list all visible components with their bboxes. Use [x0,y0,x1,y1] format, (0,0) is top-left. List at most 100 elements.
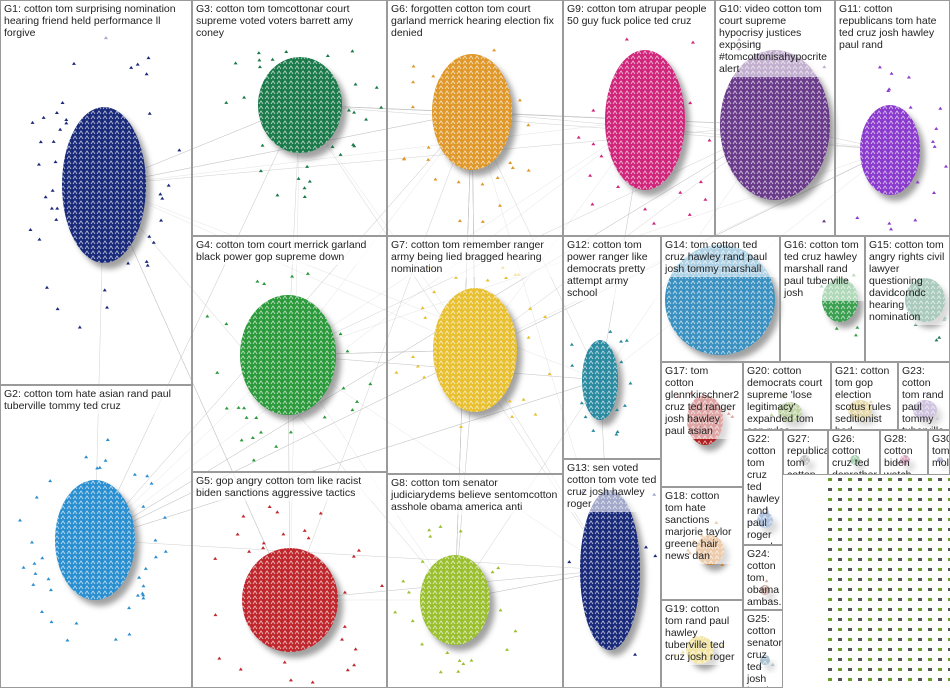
tiny-node [838,638,842,641]
tiny-node [858,508,862,511]
node [364,117,369,121]
tiny-node [858,528,862,531]
node [65,638,70,642]
tiny-node [878,508,882,511]
node [213,556,218,560]
tiny-node [848,678,852,681]
tiny-node [848,668,852,671]
node [318,511,323,515]
tiny-node [938,678,942,681]
node [528,306,533,310]
tiny-node [928,528,932,531]
tiny-node [898,538,902,541]
tiny-node [828,508,832,511]
node [614,432,619,436]
tiny-node [948,508,950,511]
tiny-node [908,638,912,641]
node [37,237,42,241]
node [260,143,265,147]
node [521,397,526,401]
node [687,212,692,216]
tiny-node [858,668,862,671]
node [60,101,65,105]
tiny-node [848,518,852,521]
node [401,579,406,583]
node [141,504,146,508]
node [261,541,266,545]
node [28,227,33,231]
node [144,72,149,76]
node [32,561,37,565]
tiny-node [848,488,852,491]
node [406,590,411,594]
tiny-node [928,568,932,571]
tiny-node [868,548,872,551]
tiny-node [878,668,882,671]
tiny-node [868,588,872,591]
tiny-node [888,488,892,491]
tiny-node [878,538,882,541]
group-label: G11: cotton republicans tom hate ted cru… [836,1,949,53]
tiny-node [908,558,912,561]
tiny-node [868,608,872,611]
node [526,335,531,339]
node [547,372,552,376]
node [21,565,26,569]
node [141,584,146,588]
node [29,540,34,544]
tiny-node [828,548,832,551]
group-label: G18: cotton tom hate sanctions marjorie … [662,488,742,564]
tiny-node [908,648,912,651]
tiny-node [858,498,862,501]
node [822,219,827,223]
tiny-node [858,518,862,521]
node [690,40,695,44]
group-label: G15: cotton tom angry rights civil lawye… [866,237,949,325]
node [932,144,937,148]
tiny-node [948,558,950,561]
node [653,554,658,558]
tiny-node [858,478,862,481]
node [934,126,939,130]
node [887,221,892,225]
tiny-node [848,608,852,611]
node [151,240,156,244]
tiny-node [938,588,942,591]
node [51,139,56,143]
node [177,148,182,152]
tiny-node [908,588,912,591]
tiny-node [848,538,852,541]
tiny-node [848,588,852,591]
tiny-node [948,588,950,591]
tiny-node [898,668,902,671]
node [567,560,572,564]
node [380,584,385,588]
group-label: G30: tom mol... [929,431,949,471]
tiny-node [848,478,852,481]
node [258,430,263,434]
tiny-node [918,638,922,641]
tiny-node [938,618,942,621]
node [127,632,132,636]
group-label: G1: cotton tom surprising nomination hea… [1,1,191,41]
tiny-node [908,548,912,551]
group-label: G8: cotton tom senator judiciarydems bel… [388,475,562,515]
node [224,322,229,326]
node [579,401,584,405]
group-panel: G20: cotton democrats court supreme 'los… [743,362,831,430]
tiny-node [858,568,862,571]
tiny-node [918,588,922,591]
node [394,370,399,374]
node [166,183,171,187]
tiny-node [878,558,882,561]
node [127,606,132,610]
tiny-node [838,678,842,681]
tiny-node [948,488,950,491]
tiny-node [838,608,842,611]
group-panel: G9: cotton tom atrupar people 50 guy fuc… [563,0,715,236]
tiny-node [858,658,862,661]
tiny-node [878,568,882,571]
tiny-node [858,588,862,591]
tiny-node [858,638,862,641]
group-panel: G23: cotton tom rand paul tommy tubervil… [898,362,950,430]
